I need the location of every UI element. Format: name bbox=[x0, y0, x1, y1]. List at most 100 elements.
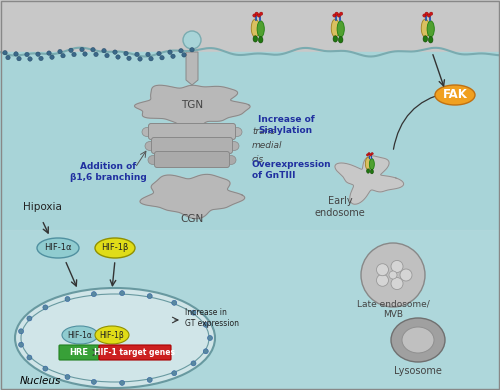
FancyBboxPatch shape bbox=[154, 151, 230, 167]
Circle shape bbox=[260, 12, 263, 15]
Circle shape bbox=[58, 50, 62, 54]
Circle shape bbox=[391, 261, 403, 273]
Ellipse shape bbox=[62, 326, 98, 344]
Circle shape bbox=[91, 48, 95, 52]
Circle shape bbox=[333, 14, 336, 17]
Circle shape bbox=[182, 53, 186, 57]
Circle shape bbox=[400, 269, 412, 281]
Circle shape bbox=[69, 48, 73, 53]
Circle shape bbox=[83, 52, 87, 56]
Text: Nucleus: Nucleus bbox=[20, 376, 61, 386]
Text: HIF-1β: HIF-1β bbox=[100, 330, 124, 340]
FancyBboxPatch shape bbox=[148, 124, 236, 140]
Ellipse shape bbox=[229, 142, 239, 151]
Text: trans: trans bbox=[252, 128, 275, 136]
Circle shape bbox=[17, 57, 21, 61]
Circle shape bbox=[157, 51, 161, 56]
Circle shape bbox=[258, 14, 260, 17]
Text: Increase in
GT expression: Increase in GT expression bbox=[185, 308, 239, 328]
Text: FAK: FAK bbox=[442, 89, 468, 101]
Circle shape bbox=[191, 361, 196, 366]
Ellipse shape bbox=[391, 318, 445, 362]
Text: HIF-1β: HIF-1β bbox=[102, 243, 128, 252]
Circle shape bbox=[120, 291, 124, 296]
Circle shape bbox=[14, 52, 18, 56]
Circle shape bbox=[102, 48, 106, 53]
Circle shape bbox=[28, 57, 32, 61]
Circle shape bbox=[36, 52, 40, 57]
Polygon shape bbox=[140, 174, 244, 219]
Ellipse shape bbox=[333, 36, 338, 42]
Circle shape bbox=[190, 48, 194, 52]
Text: HRE: HRE bbox=[70, 348, 88, 357]
Circle shape bbox=[27, 316, 32, 321]
Circle shape bbox=[39, 56, 43, 60]
Circle shape bbox=[138, 57, 142, 61]
Ellipse shape bbox=[337, 21, 344, 37]
Circle shape bbox=[253, 14, 256, 17]
Circle shape bbox=[3, 50, 7, 55]
Circle shape bbox=[147, 294, 152, 299]
Text: Increase of
Sialylation: Increase of Sialylation bbox=[258, 115, 315, 135]
Circle shape bbox=[208, 335, 212, 340]
Ellipse shape bbox=[232, 128, 242, 136]
Polygon shape bbox=[186, 52, 198, 85]
Circle shape bbox=[366, 154, 368, 156]
Circle shape bbox=[376, 274, 388, 286]
Circle shape bbox=[338, 14, 340, 17]
Circle shape bbox=[105, 53, 109, 58]
Circle shape bbox=[18, 342, 24, 347]
Text: Overexpression
of GnTIII: Overexpression of GnTIII bbox=[252, 160, 332, 180]
Circle shape bbox=[172, 300, 176, 305]
Circle shape bbox=[92, 292, 96, 297]
Ellipse shape bbox=[331, 19, 340, 37]
Polygon shape bbox=[335, 156, 404, 204]
Circle shape bbox=[255, 12, 258, 15]
FancyBboxPatch shape bbox=[152, 138, 232, 154]
Circle shape bbox=[179, 48, 183, 53]
Ellipse shape bbox=[338, 37, 343, 43]
Circle shape bbox=[124, 51, 128, 56]
Circle shape bbox=[204, 322, 208, 327]
Ellipse shape bbox=[183, 31, 201, 49]
Circle shape bbox=[425, 12, 428, 15]
Circle shape bbox=[80, 47, 84, 52]
Circle shape bbox=[92, 379, 96, 385]
Text: Addition of
β1,6 branching: Addition of β1,6 branching bbox=[70, 162, 146, 182]
Ellipse shape bbox=[145, 142, 155, 151]
FancyBboxPatch shape bbox=[99, 345, 171, 360]
FancyBboxPatch shape bbox=[59, 345, 99, 360]
Circle shape bbox=[43, 366, 48, 371]
Circle shape bbox=[204, 349, 208, 354]
Text: Late endosome/
MVB: Late endosome/ MVB bbox=[356, 300, 430, 319]
Circle shape bbox=[335, 12, 338, 15]
Circle shape bbox=[50, 55, 54, 59]
Ellipse shape bbox=[37, 238, 79, 258]
Circle shape bbox=[147, 378, 152, 382]
Ellipse shape bbox=[95, 238, 135, 258]
Ellipse shape bbox=[427, 21, 434, 37]
Circle shape bbox=[65, 374, 70, 379]
Ellipse shape bbox=[142, 128, 152, 136]
Ellipse shape bbox=[423, 36, 428, 42]
Polygon shape bbox=[134, 85, 250, 129]
Circle shape bbox=[25, 52, 29, 57]
Ellipse shape bbox=[366, 169, 370, 173]
Circle shape bbox=[428, 14, 430, 17]
Circle shape bbox=[171, 54, 175, 58]
Text: medial: medial bbox=[252, 142, 282, 151]
Circle shape bbox=[391, 278, 403, 289]
Circle shape bbox=[47, 51, 51, 55]
Ellipse shape bbox=[252, 19, 260, 37]
Circle shape bbox=[340, 12, 343, 15]
Circle shape bbox=[61, 53, 65, 58]
Text: cis: cis bbox=[252, 156, 264, 165]
Circle shape bbox=[43, 305, 48, 310]
Text: TGN: TGN bbox=[181, 100, 203, 110]
Circle shape bbox=[72, 52, 76, 57]
Circle shape bbox=[18, 329, 24, 334]
Ellipse shape bbox=[421, 19, 430, 37]
Text: Lysosome: Lysosome bbox=[394, 366, 442, 376]
Circle shape bbox=[370, 154, 372, 156]
Circle shape bbox=[135, 52, 139, 57]
